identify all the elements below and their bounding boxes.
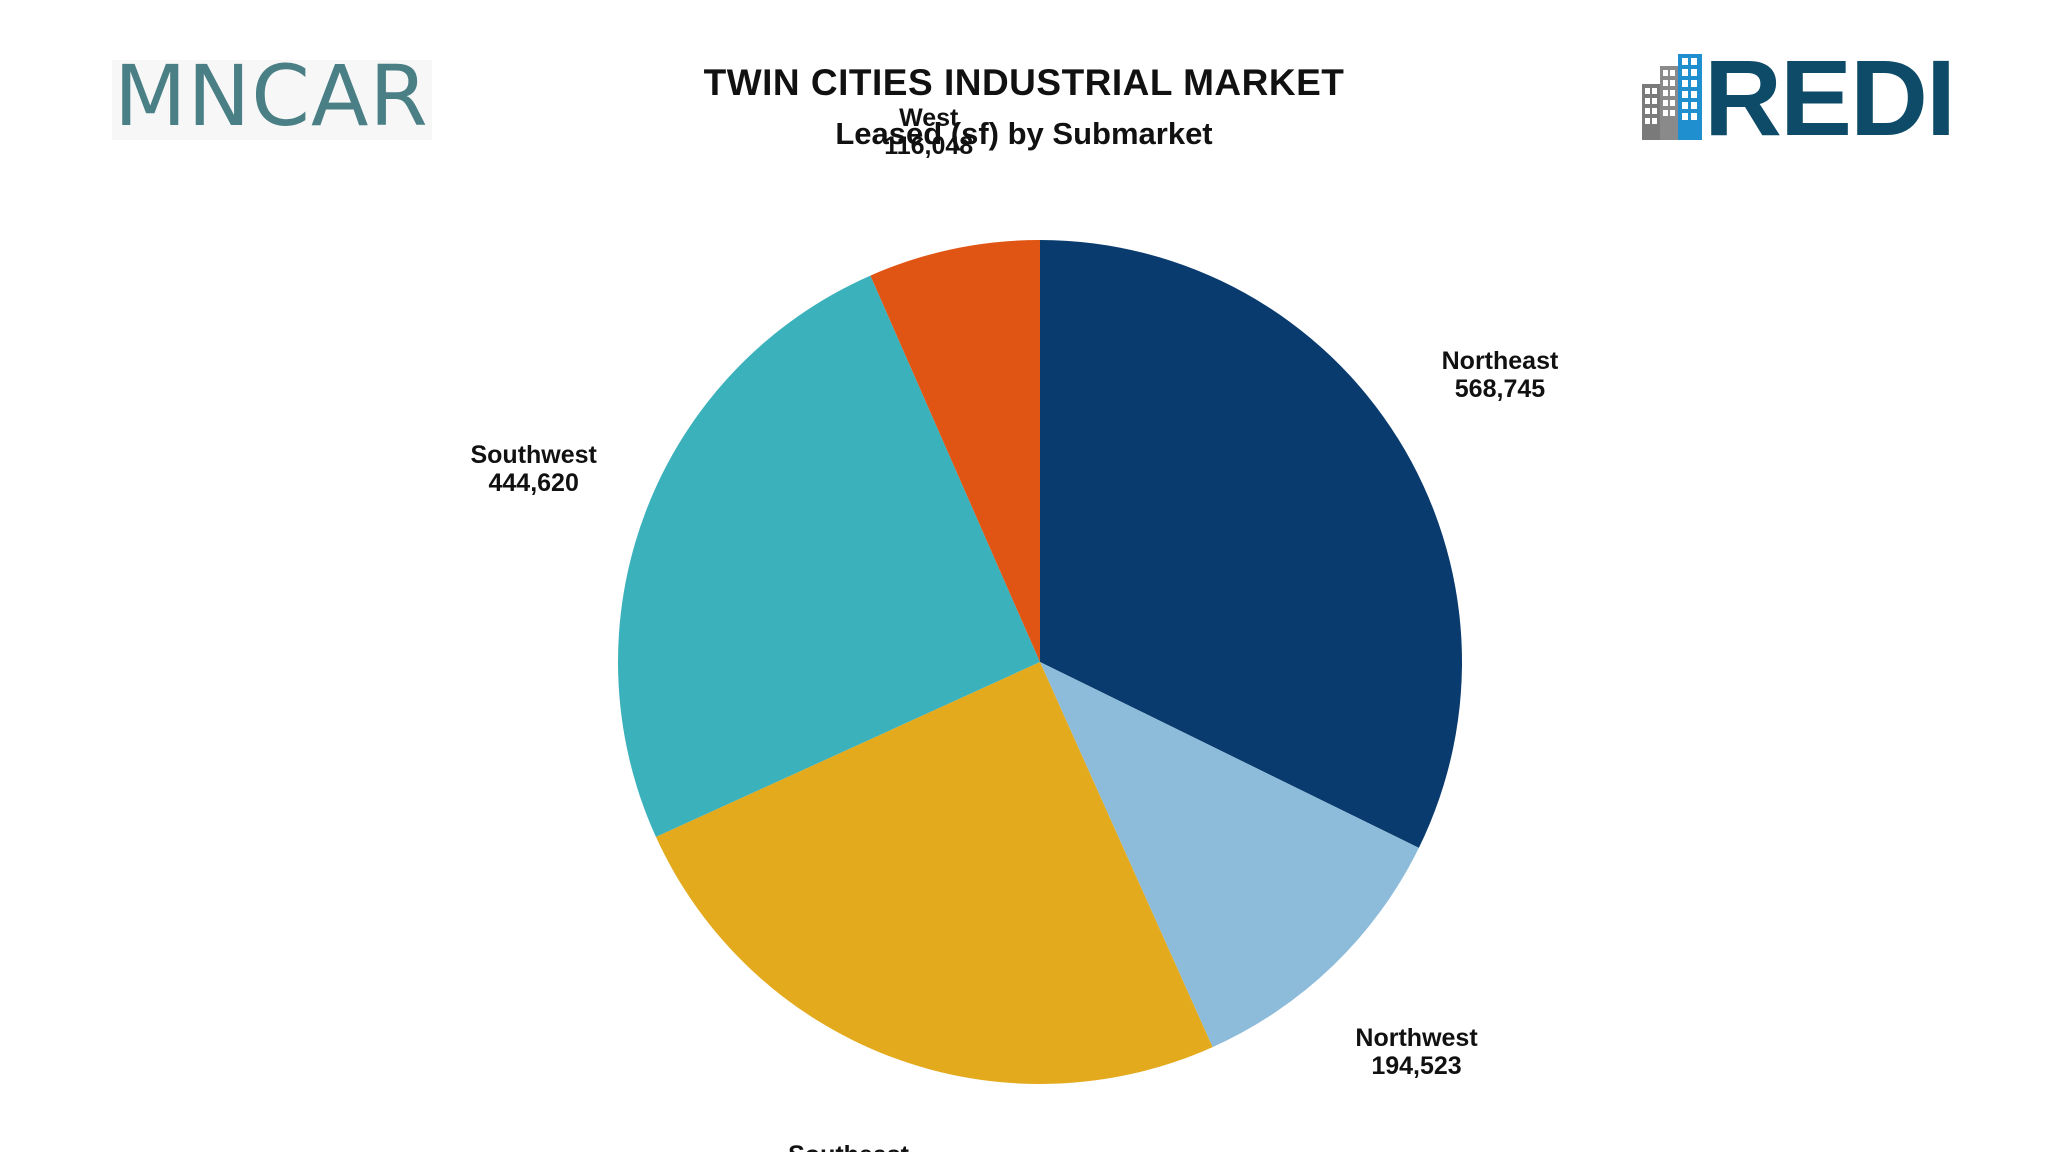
pie-slice-northeast [1040, 240, 1462, 848]
mncar-logo: MNCAR [112, 54, 432, 140]
slice-label-northwest: Northwest 194,523 [1355, 1024, 1477, 1080]
redi-logo-text: REDI [1704, 37, 1956, 158]
slice-label-name: Southwest [470, 440, 597, 469]
slice-label-value: 194,523 [1371, 1051, 1462, 1080]
redi-logo: REDI [1640, 44, 1956, 152]
slice-label-northeast: Northeast 568,745 [1442, 347, 1559, 403]
pie-slice-southeast [655, 662, 1213, 1084]
chart-title: TWIN CITIES INDUSTRIAL MARKET [703, 62, 1345, 103]
slice-label-name: Southeast [788, 1141, 909, 1152]
building-icon [1642, 54, 1702, 140]
slice-label-name: Northeast [1441, 347, 1559, 376]
mncar-logo-text: MNCAR [114, 47, 429, 145]
slice-label-southeast: Southeast439,083 [788, 1141, 909, 1152]
pie-slice-southwest [618, 275, 1040, 837]
slice-label-name: Northwest [1355, 1023, 1478, 1052]
pie-slice-northwest [1040, 662, 1419, 1048]
slice-label-value: 568,745 [1454, 375, 1546, 404]
slice-label-name: West [899, 103, 959, 132]
pie-slice-west [870, 240, 1040, 662]
slice-label-southwest: Southwest 444,620 [470, 441, 596, 497]
chart-subtitle: Leased (sf) by Submarket [835, 116, 1213, 151]
slice-label-value: 444,620 [488, 468, 579, 497]
slice-label-value: 116,048 [884, 131, 974, 160]
slice-label-west: West 116,048 [884, 104, 973, 160]
